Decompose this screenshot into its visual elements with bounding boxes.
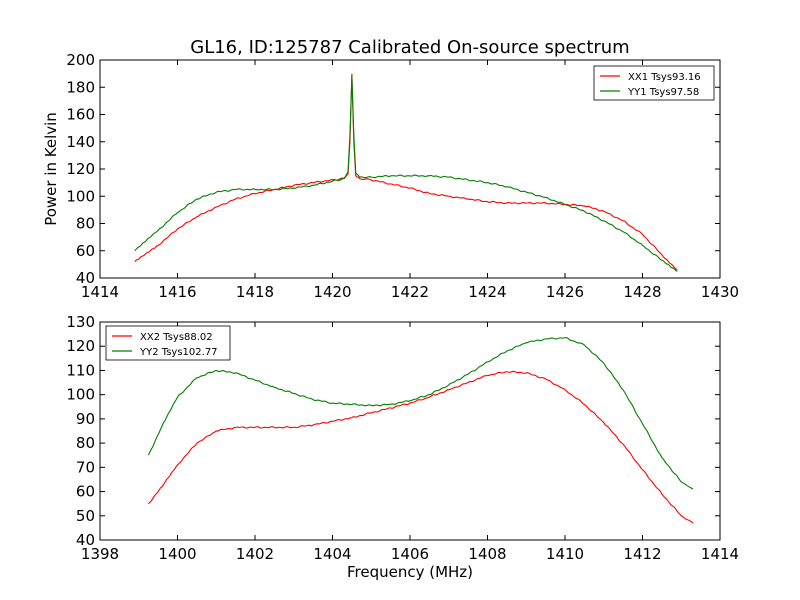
x-tick-label: 1420 xyxy=(313,283,351,301)
x-tick-label: 1416 xyxy=(158,283,196,301)
y-tick-label: 100 xyxy=(66,386,95,404)
y-axis-label: Power in Kelvin xyxy=(42,112,60,226)
x-tick-label: 1414 xyxy=(701,545,739,563)
series-line-yy1 xyxy=(134,76,678,272)
series-line-yy2 xyxy=(147,336,694,490)
y-tick-label: 50 xyxy=(76,507,95,525)
bottom-panel: 1398 1400 1402 1404 1406 1408 1410 1412 1414 40 50… xyxy=(66,313,739,563)
y-tick-label: 70 xyxy=(76,458,95,476)
series-line-xx1 xyxy=(134,73,678,271)
legend: XX2 Tsys88.02 YY2 Tsys102.77 xyxy=(105,325,231,361)
legend-label: XX2 Tsys88.02 xyxy=(140,332,213,343)
y-tick-label: 40 xyxy=(76,269,95,287)
legend-label: YY1 Tsys97.58 xyxy=(627,87,699,98)
x-tick-label: 1424 xyxy=(468,283,506,301)
x-axis-label: Frequency (MHz) xyxy=(347,563,473,581)
y-tick-label: 110 xyxy=(66,361,95,379)
legend-label: YY2 Tsys102.77 xyxy=(139,347,218,358)
y-tick-label: 80 xyxy=(76,215,95,233)
series-line-xx2 xyxy=(148,370,694,524)
x-tick-label: 1430 xyxy=(701,283,739,301)
y-tick-label: 140 xyxy=(66,133,95,151)
x-tick-label: 1426 xyxy=(546,283,584,301)
y-tick-label: 130 xyxy=(66,313,95,331)
y-tick-label: 60 xyxy=(76,242,95,260)
legend-box xyxy=(593,65,715,101)
y-tick-label: 120 xyxy=(66,337,95,355)
y-tick-label: 160 xyxy=(66,106,95,124)
y-tick-label: 180 xyxy=(66,78,95,96)
x-tick-label: 1422 xyxy=(391,283,429,301)
x-tick-label: 1428 xyxy=(623,283,661,301)
x-tick-label: 1408 xyxy=(468,545,506,563)
top-panel: 1414 1416 1418 1420 1422 1424 1426 1428 1430 40 60… xyxy=(66,51,739,301)
x-tick-label: 1400 xyxy=(158,545,196,563)
x-tick-label: 1418 xyxy=(236,283,274,301)
x-tick-label: 1406 xyxy=(391,545,429,563)
y-tick-label: 90 xyxy=(76,410,95,428)
legend-label: XX1 Tsys93.16 xyxy=(628,72,701,83)
x-tick-label: 1412 xyxy=(623,545,661,563)
y-tick-label: 40 xyxy=(76,531,95,549)
x-tick-label: 1414 xyxy=(81,283,119,301)
legend: XX1 Tsys93.16 YY1 Tsys97.58 xyxy=(593,65,715,101)
chart-title: GL16, ID:125787 Calibrated On-source spe… xyxy=(190,37,629,58)
y-tick-label: 80 xyxy=(76,434,95,452)
legend-box xyxy=(105,325,231,361)
y-tick-label: 120 xyxy=(66,160,95,178)
y-tick-label: 200 xyxy=(66,51,95,69)
x-tick-label: 1404 xyxy=(313,545,351,563)
x-tick-label: 1398 xyxy=(81,545,119,563)
y-tick-label: 60 xyxy=(76,483,95,501)
x-tick-label: 1410 xyxy=(546,545,584,563)
y-tick-label: 100 xyxy=(66,187,95,205)
x-tick-label: 1402 xyxy=(236,545,274,563)
